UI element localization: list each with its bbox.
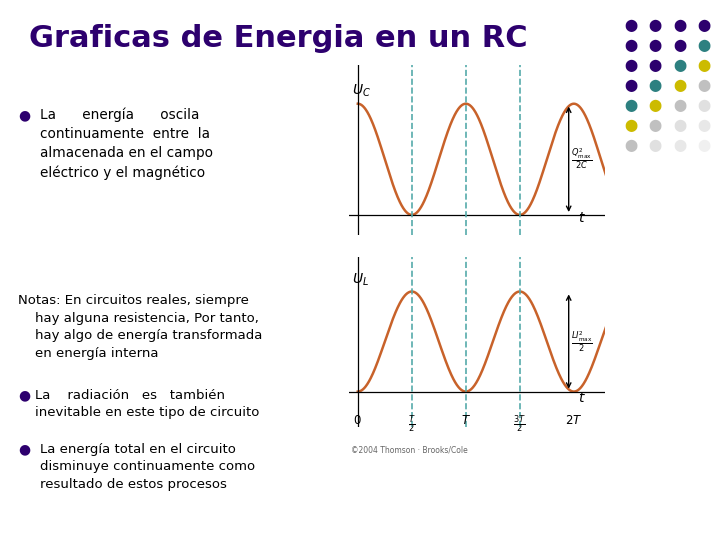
Text: ●: ● xyxy=(18,108,30,122)
Text: ⬤: ⬤ xyxy=(673,59,686,72)
Text: ⬤: ⬤ xyxy=(698,59,711,72)
Text: La energía total en el circuito
disminuye continuamente como
resultado de estos : La energía total en el circuito disminuy… xyxy=(40,443,255,491)
Text: ⬤: ⬤ xyxy=(673,79,686,92)
Text: ⬤: ⬤ xyxy=(624,139,637,152)
Text: ⬤: ⬤ xyxy=(624,119,637,132)
Text: $\frac{3T}{2}$: $\frac{3T}{2}$ xyxy=(513,414,526,435)
Text: ⬤: ⬤ xyxy=(624,99,637,112)
Text: La      energía      oscila
continuamente  entre  la
almacenada en el campo
eléc: La energía oscila continuamente entre la… xyxy=(40,108,212,180)
Text: La    radiación   es   también
    inevitable en este tipo de circuito: La radiación es también inevitable en es… xyxy=(18,389,259,419)
Text: ⬤: ⬤ xyxy=(649,99,662,112)
Text: $0$: $0$ xyxy=(354,414,362,427)
Text: ⬤: ⬤ xyxy=(673,39,686,52)
Text: ⬤: ⬤ xyxy=(649,139,662,152)
Text: ⬤: ⬤ xyxy=(624,39,637,52)
Text: ⬤: ⬤ xyxy=(649,59,662,72)
Text: ⬤: ⬤ xyxy=(624,79,637,92)
Text: ●: ● xyxy=(18,443,30,457)
Text: Notas: En circuitos reales, siempre
    hay alguna resistencia, Por tanto,
    h: Notas: En circuitos reales, siempre hay … xyxy=(18,294,262,360)
Text: ⬤: ⬤ xyxy=(698,39,711,52)
Text: ©2004 Thomson · Brooks/Cole: ©2004 Thomson · Brooks/Cole xyxy=(351,446,467,455)
Text: ⬤: ⬤ xyxy=(698,79,711,92)
Text: Graficas de Energia en un RC: Graficas de Energia en un RC xyxy=(29,24,528,53)
Text: $t$: $t$ xyxy=(578,211,586,225)
Text: $\frac{LI^2_{\rm max}}{2}$: $\frac{LI^2_{\rm max}}{2}$ xyxy=(572,329,593,354)
Text: ⬤: ⬤ xyxy=(649,119,662,132)
Text: $T$: $T$ xyxy=(461,414,471,427)
Text: ⬤: ⬤ xyxy=(698,139,711,152)
Text: $\frac{Q^2_{\rm max}}{2C}$: $\frac{Q^2_{\rm max}}{2C}$ xyxy=(572,147,593,171)
Text: ⬤: ⬤ xyxy=(673,139,686,152)
Text: ⬤: ⬤ xyxy=(649,19,662,32)
Text: ⬤: ⬤ xyxy=(624,59,637,72)
Text: ●: ● xyxy=(18,389,30,403)
Text: ⬤: ⬤ xyxy=(698,119,711,132)
Text: $t$: $t$ xyxy=(578,390,586,404)
Text: $U_L$: $U_L$ xyxy=(351,272,369,288)
Text: ⬤: ⬤ xyxy=(698,19,711,32)
Text: $U_C$: $U_C$ xyxy=(351,83,371,99)
Text: ⬤: ⬤ xyxy=(673,19,686,32)
Text: $\frac{T}{2}$: $\frac{T}{2}$ xyxy=(408,414,415,435)
Text: ⬤: ⬤ xyxy=(649,39,662,52)
Text: $2T$: $2T$ xyxy=(565,414,582,427)
Text: ⬤: ⬤ xyxy=(673,119,686,132)
Text: ⬤: ⬤ xyxy=(698,99,711,112)
Text: ⬤: ⬤ xyxy=(649,79,662,92)
Text: ⬤: ⬤ xyxy=(624,19,637,32)
Text: ⬤: ⬤ xyxy=(673,99,686,112)
